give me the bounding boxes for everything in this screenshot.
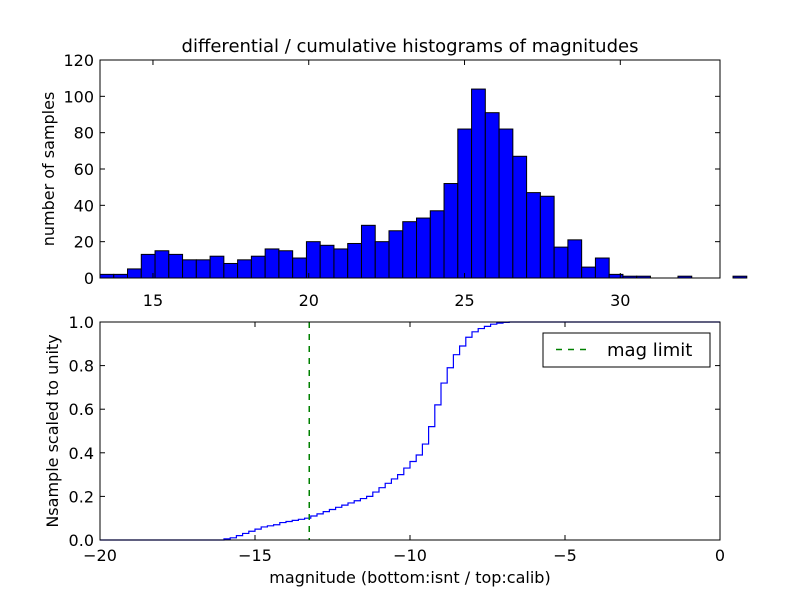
histogram-x-tick-label: 30	[610, 291, 630, 310]
histogram-bar	[305, 241, 321, 279]
histogram-bar	[416, 217, 431, 279]
legend: mag limit	[542, 332, 711, 368]
histogram-bar	[154, 250, 170, 279]
histogram-bar	[182, 259, 197, 279]
histogram-bar	[209, 255, 225, 279]
histogram-bar	[457, 128, 473, 279]
histogram-bar	[113, 273, 129, 279]
histogram-y-tick-label: 0	[84, 269, 94, 288]
cumulative-y-tick-label: 1.0	[69, 313, 94, 332]
histogram-y-tick-label: 120	[63, 51, 94, 70]
histogram-bar	[512, 155, 528, 279]
histogram-bar	[195, 259, 211, 279]
cumulative-axes-frame	[99, 321, 721, 541]
histogram-bar	[498, 128, 514, 279]
histogram-bar	[484, 112, 500, 279]
histogram-bar	[319, 244, 335, 279]
histogram-bar	[443, 183, 459, 279]
histogram-bar	[581, 266, 596, 279]
histogram-ticks: 0 20 40 60 80 100 120 15 20 25 30	[63, 51, 720, 310]
cumulative-y-tick-label: 0.2	[69, 487, 94, 506]
histogram-bar	[127, 268, 142, 279]
histogram-bar	[471, 88, 486, 279]
cumulative-x-tick-label: 0	[715, 546, 725, 565]
cumulative-x-axis-label: magnitude (bottom:isnt / top:calib)	[269, 568, 550, 587]
histogram-y-tick-label: 80	[74, 124, 94, 143]
histogram-bar	[539, 195, 555, 279]
histogram-y-axis-label: number of samples	[39, 92, 58, 247]
cumulative-ticks: 0.0 0.2 0.4 0.6 0.8 1.0 −20 −15 −10 −5 0	[69, 313, 726, 565]
histogram-bar	[374, 241, 390, 279]
histogram-panel: differential / cumulative histograms of …	[39, 36, 748, 310]
histogram-bar	[250, 255, 266, 279]
histogram-y-tick-label: 20	[74, 233, 94, 252]
histogram-x-tick-label: 25	[454, 291, 474, 310]
histogram-bar	[168, 253, 184, 279]
histogram-bar	[608, 273, 624, 279]
histogram-x-tick-label: 20	[299, 291, 319, 310]
histogram-bar	[292, 257, 307, 279]
histogram-bar	[347, 242, 362, 279]
histogram-bar	[360, 224, 376, 279]
cumulative-y-tick-label: 0.6	[69, 400, 94, 419]
histogram-bar	[333, 248, 349, 279]
histogram-bar	[223, 262, 239, 279]
cumulative-panel: Nsample scaled to unity magnitude (botto…	[43, 313, 725, 587]
cumulative-y-tick-label: 0.0	[69, 531, 94, 550]
cumulative-x-tick-label: −10	[393, 546, 427, 565]
histogram-bar	[567, 239, 583, 279]
histogram-y-tick-label: 60	[74, 160, 94, 179]
legend-label-mag-limit: mag limit	[607, 340, 692, 361]
histogram-bar	[429, 210, 445, 279]
histogram-bar	[99, 273, 115, 279]
histogram-y-tick-label: 40	[74, 196, 94, 215]
histogram-x-tick-label: 15	[143, 291, 163, 310]
cumulative-y-tick-label: 0.8	[69, 357, 94, 376]
histogram-bar	[237, 259, 252, 279]
histogram-bars	[99, 88, 748, 279]
histogram-bar	[594, 257, 610, 279]
chart-title: differential / cumulative histograms of …	[182, 36, 639, 57]
histogram-axes-frame	[99, 59, 721, 279]
cumulative-x-tick-label: −15	[238, 546, 272, 565]
histogram-bar	[388, 230, 404, 279]
histogram-bar	[264, 248, 280, 279]
cumulative-y-axis-label: Nsample scaled to unity	[43, 334, 62, 527]
cumulative-x-tick-label: −20	[83, 546, 117, 565]
cumulative-x-tick-label: −5	[553, 546, 577, 565]
histogram-bar	[732, 275, 748, 279]
histogram-bar	[553, 246, 569, 279]
histogram-bar	[278, 250, 294, 279]
histogram-bar	[526, 192, 541, 279]
histogram-bar	[402, 221, 418, 279]
cumulative-step-line	[100, 321, 720, 541]
cumulative-y-tick-label: 0.4	[69, 444, 94, 463]
histogram-y-tick-label: 100	[63, 87, 94, 106]
